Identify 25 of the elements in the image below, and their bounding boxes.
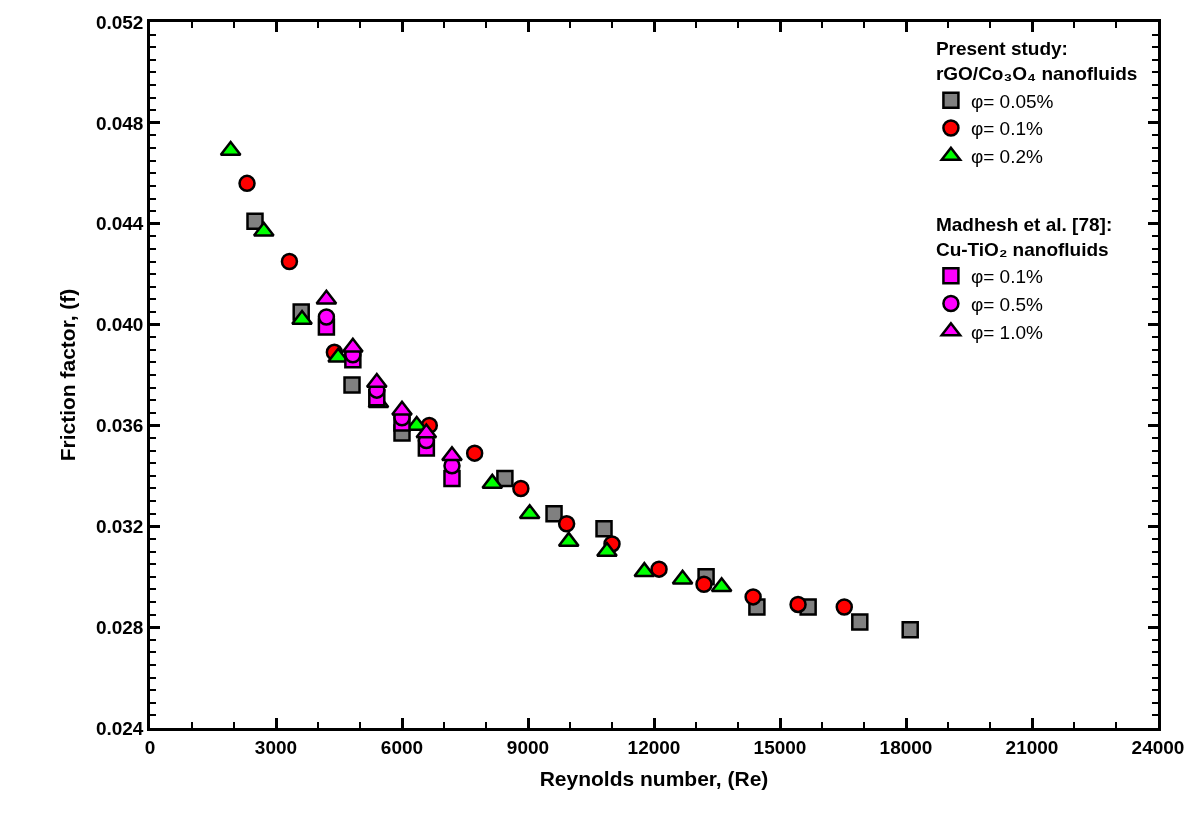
x-tick-label: 3000 (254, 736, 298, 758)
x-tick-label: 0 (144, 736, 156, 758)
y-tick-label: 0.040 (95, 314, 144, 336)
legend-label: φ= 0.2% (970, 146, 1044, 168)
y-tick-label: 0.024 (95, 717, 144, 739)
x-tick-label: 9000 (506, 736, 550, 758)
y-tick-label: 0.048 (95, 112, 144, 134)
legend-label: φ= 0.5% (970, 293, 1044, 315)
y-tick-label: 0.052 (95, 11, 144, 33)
x-tick-label: 12000 (627, 736, 681, 758)
x-tick-label: 6000 (380, 736, 424, 758)
legend-label: φ= 0.05% (970, 90, 1054, 112)
x-tick-label: 18000 (879, 736, 933, 758)
legend-label: φ= 0.1% (970, 118, 1044, 140)
legend-label: φ= 1.0% (970, 321, 1044, 343)
y-tick-label: 0.044 (95, 213, 144, 235)
x-tick-label: 21000 (1005, 736, 1059, 758)
legend-label: φ= 0.1% (970, 266, 1044, 288)
y-tick-label: 0.028 (95, 616, 144, 638)
y-tick-label: 0.036 (95, 415, 144, 437)
x-tick-label: 15000 (753, 736, 807, 758)
y-tick-label: 0.032 (95, 515, 144, 537)
x-axis-title: Reynolds number, (Re) (539, 766, 769, 790)
x-tick-label: 24000 (1131, 736, 1185, 758)
y-axis-title: Friction factor, (f) (56, 288, 80, 462)
